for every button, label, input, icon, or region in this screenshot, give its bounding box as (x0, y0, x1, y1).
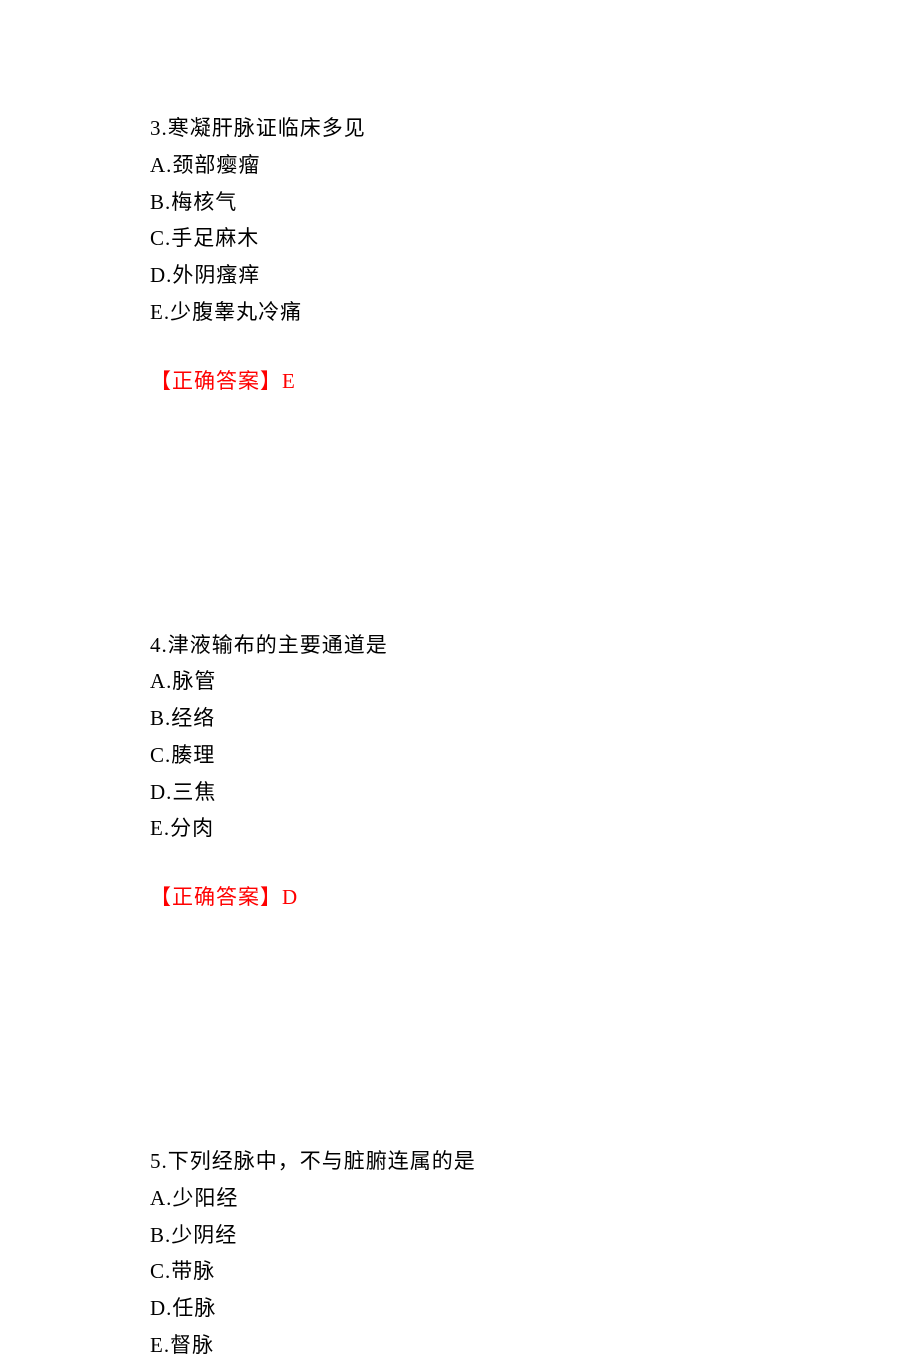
option-content: 任脉 (172, 1296, 216, 1320)
option-label: C. (150, 743, 171, 767)
question-stem: 5.下列经脉中，不与脏腑连属的是 (150, 1143, 770, 1180)
option-content: 脉管 (172, 669, 216, 693)
option-b: B.梅核气 (150, 184, 770, 221)
answer-value: E (282, 369, 296, 393)
option-content: 经络 (171, 706, 215, 730)
question-block-4: 4.津液输布的主要通道是 A.脉管 B.经络 C.腠理 D.三焦 E.分肉 【正… (150, 627, 770, 912)
option-e: E.督脉 (150, 1327, 770, 1364)
option-content: 少腹睾丸冷痛 (170, 300, 302, 324)
answer-label: 【正确答案】 (150, 885, 282, 909)
option-d: D.任脉 (150, 1290, 770, 1327)
option-a: A.脉管 (150, 663, 770, 700)
option-content: 梅核气 (171, 190, 237, 214)
answer-value: D (282, 885, 298, 909)
option-b: B.经络 (150, 700, 770, 737)
option-content: 颈部瘿瘤 (172, 153, 260, 177)
option-label: A. (150, 669, 172, 693)
question-text-content: 下列经脉中，不与脏腑连属的是 (168, 1149, 476, 1173)
option-label: B. (150, 706, 171, 730)
option-label: A. (150, 1186, 172, 1210)
question-stem: 4.津液输布的主要通道是 (150, 627, 770, 664)
answer-block: 【正确答案】E (150, 365, 770, 395)
question-text-content: 津液输布的主要通道是 (168, 633, 388, 657)
option-content: 外阴瘙痒 (172, 263, 260, 287)
option-label: E. (150, 816, 170, 840)
option-content: 少阴经 (171, 1223, 237, 1247)
option-label: B. (150, 1223, 171, 1247)
option-label: D. (150, 1296, 172, 1320)
option-a: A.少阳经 (150, 1180, 770, 1217)
answer-label: 【正确答案】 (150, 369, 282, 393)
option-label: E. (150, 1333, 170, 1357)
question-stem: 3.寒凝肝脉证临床多见 (150, 110, 770, 147)
option-d: D.三焦 (150, 774, 770, 811)
option-c: C.带脉 (150, 1253, 770, 1290)
question-number: 5. (150, 1149, 168, 1173)
option-e: E.分肉 (150, 810, 770, 847)
option-content: 手足麻木 (171, 226, 259, 250)
option-content: 三焦 (172, 780, 216, 804)
question-block-3: 3.寒凝肝脉证临床多见 A.颈部瘿瘤 B.梅核气 C.手足麻木 D.外阴瘙痒 E… (150, 110, 770, 395)
option-content: 带脉 (171, 1259, 215, 1283)
spacer (150, 1003, 770, 1143)
question-number: 4. (150, 633, 168, 657)
option-label: D. (150, 263, 172, 287)
option-label: E. (150, 300, 170, 324)
option-c: C.手足麻木 (150, 220, 770, 257)
option-label: D. (150, 780, 172, 804)
option-a: A.颈部瘿瘤 (150, 147, 770, 184)
question-block-5: 5.下列经脉中，不与脏腑连属的是 A.少阳经 B.少阴经 C.带脉 D.任脉 E… (150, 1143, 770, 1364)
option-b: B.少阴经 (150, 1217, 770, 1254)
option-label: A. (150, 153, 172, 177)
option-label: C. (150, 1259, 171, 1283)
option-e: E.少腹睾丸冷痛 (150, 294, 770, 331)
spacer (150, 487, 770, 627)
option-content: 督脉 (170, 1333, 214, 1357)
option-label: B. (150, 190, 171, 214)
option-content: 少阳经 (172, 1186, 238, 1210)
question-number: 3. (150, 116, 168, 140)
option-content: 分肉 (170, 816, 214, 840)
option-label: C. (150, 226, 171, 250)
option-c: C.腠理 (150, 737, 770, 774)
answer-block: 【正确答案】D (150, 881, 770, 911)
option-content: 腠理 (171, 743, 215, 767)
option-d: D.外阴瘙痒 (150, 257, 770, 294)
question-text-content: 寒凝肝脉证临床多见 (168, 116, 366, 140)
